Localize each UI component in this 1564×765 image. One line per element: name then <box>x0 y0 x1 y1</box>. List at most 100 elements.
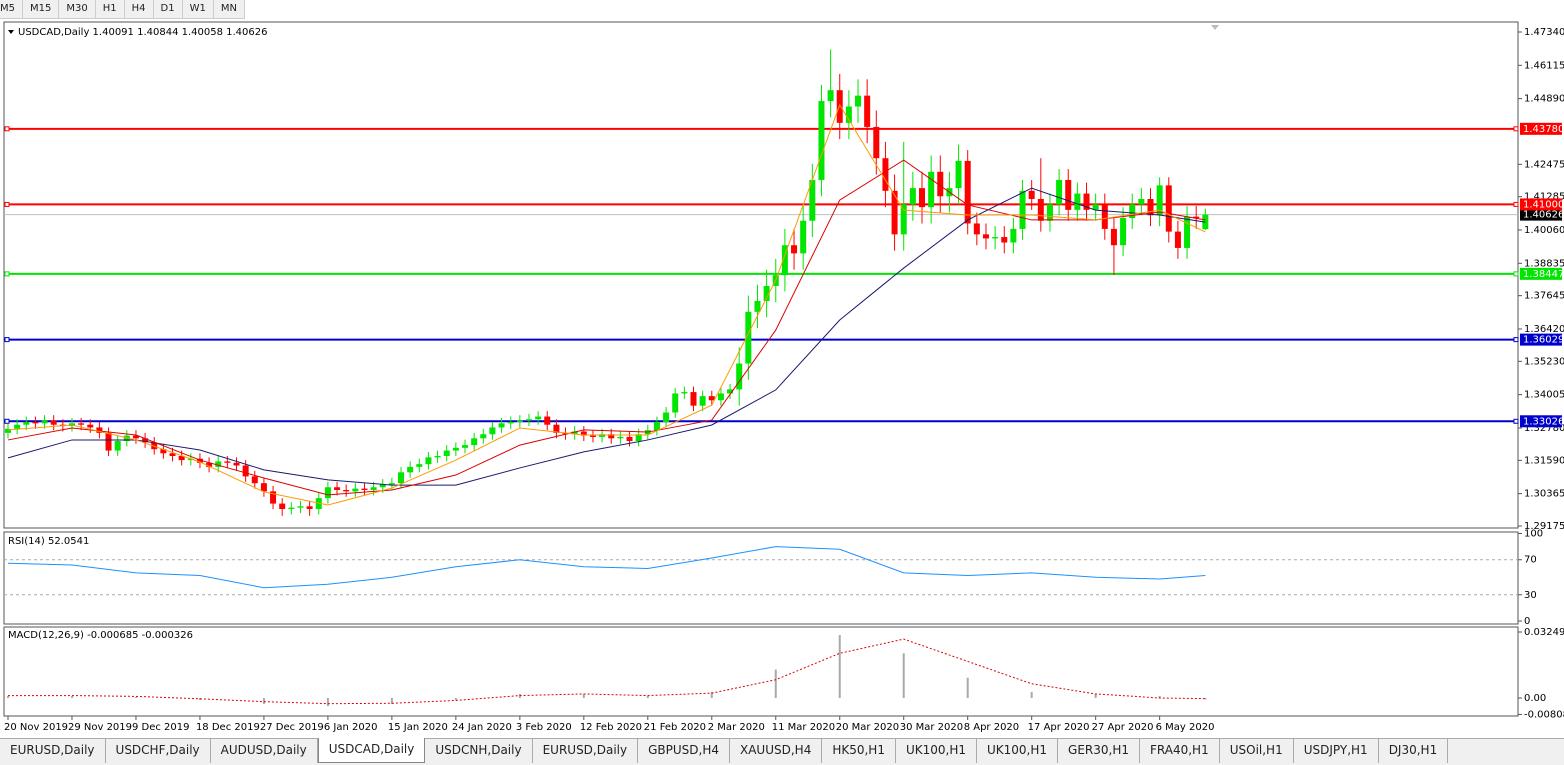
symbol-tab[interactable]: USDCAD,Daily <box>317 738 426 763</box>
symbol-tab[interactable]: EURUSD,Daily <box>0 739 106 763</box>
level-handle <box>4 271 10 277</box>
last-price-box <box>1520 208 1562 221</box>
symbol-tab[interactable]: GER30,H1 <box>1058 739 1140 763</box>
timeframe-bar: M5 M15 M30 H1 H4 D1 W1 MN <box>0 0 245 19</box>
macd-bar <box>1030 691 1033 699</box>
level-handle <box>1513 337 1519 343</box>
macd-bar <box>134 696 137 699</box>
candle-body <box>297 506 304 508</box>
macd-bar <box>902 653 905 699</box>
macd-bar <box>774 669 777 699</box>
candle-body <box>1074 193 1081 210</box>
candle-body <box>1056 179 1063 205</box>
level-handle <box>1513 271 1519 277</box>
symbol-tab[interactable]: USOil,H1 <box>1220 739 1294 763</box>
level-price-box <box>1520 198 1562 211</box>
candle-body <box>288 507 295 510</box>
symbol-tab[interactable]: HK50,H1 <box>822 739 896 763</box>
candle-body <box>525 419 532 421</box>
level-handle <box>1513 126 1519 132</box>
candle-body <box>187 458 194 461</box>
symbol-tab[interactable]: GBPUSD,H4 <box>638 739 730 763</box>
symbol-tab[interactable]: USDCHF,Daily <box>106 739 211 763</box>
candle-body <box>1019 190 1026 229</box>
candle-body <box>553 424 560 433</box>
candle-body <box>864 95 871 127</box>
candle-body <box>388 483 395 485</box>
candle-body <box>1065 179 1072 210</box>
y-tick-label: 1.46115 <box>1524 60 1564 71</box>
candle-body <box>1037 198 1044 221</box>
timeframe-button[interactable]: W1 <box>183 0 214 18</box>
timeframe-button[interactable]: M15 <box>23 0 60 18</box>
candle-body <box>736 363 743 390</box>
y-tick-label: 1.47340 <box>1524 27 1564 38</box>
candle-body <box>233 462 240 466</box>
candle-body <box>14 424 21 429</box>
timeframe-button[interactable]: M30 <box>59 0 96 18</box>
candle-body <box>114 441 121 451</box>
y-tick-label: 0.032493 <box>1524 627 1564 638</box>
symbol-tab[interactable]: UK100,H1 <box>977 739 1059 763</box>
timeframe-button[interactable]: H4 <box>125 0 154 18</box>
candle-body <box>178 455 185 461</box>
x-tick-label: 20 Mar 2020 <box>836 722 899 733</box>
x-tick-label: 27 Apr 2020 <box>1092 722 1154 733</box>
candle-body <box>1165 185 1172 232</box>
y-tick-label: 70 <box>1524 555 1537 566</box>
candle-body <box>800 220 807 254</box>
rsi-line <box>7 546 1206 589</box>
y-tick-label: -0.008086 <box>1524 709 1564 720</box>
candle-body <box>96 427 103 433</box>
candle-body <box>379 484 386 488</box>
candle-body <box>1184 216 1191 248</box>
moving-average <box>7 159 1206 496</box>
candle-body <box>480 434 487 439</box>
macd-bar <box>966 677 969 699</box>
timeframe-button[interactable]: D1 <box>154 0 183 18</box>
candle-body <box>982 234 989 239</box>
timeframe-button[interactable]: H1 <box>96 0 125 18</box>
candle-body <box>544 416 551 425</box>
symbol-tab[interactable]: DJ30,H1 <box>1379 739 1449 763</box>
candle-body <box>955 160 962 189</box>
candle-body <box>909 188 916 205</box>
candle-body <box>1083 193 1090 210</box>
candle-body <box>589 435 596 437</box>
macd-bar <box>1204 698 1207 700</box>
macd-bar <box>262 698 265 705</box>
candle-body <box>215 461 222 467</box>
y-tick-label: 1.38835 <box>1524 258 1564 269</box>
candle-body <box>87 424 94 428</box>
symbol-tab[interactable]: UK100,H1 <box>896 739 977 763</box>
candle-body <box>251 476 258 484</box>
candle-body <box>443 450 450 456</box>
symbol-tab[interactable]: XAUUSD,H4 <box>730 739 823 763</box>
candle-body <box>690 392 697 406</box>
candle-body <box>1120 218 1127 246</box>
candle-body <box>928 171 935 208</box>
symbol-tab[interactable]: EURUSD,Daily <box>533 739 639 763</box>
level-handle <box>4 201 10 207</box>
symbol-tab[interactable]: FRA40,H1 <box>1140 739 1220 763</box>
level-price-box <box>1520 122 1562 135</box>
x-tick-label: 24 Jan 2020 <box>452 722 512 733</box>
level-handle <box>4 126 10 132</box>
candle-body <box>471 438 478 446</box>
x-tick-label: 3 Feb 2020 <box>516 722 572 733</box>
rsi-panel <box>3 531 1519 625</box>
candle-body <box>663 412 670 422</box>
timeframe-button[interactable]: M5 <box>0 0 23 18</box>
candle-body <box>580 431 587 436</box>
symbol-tab[interactable]: USDCNH,Daily <box>425 739 533 763</box>
symbol-tab[interactable]: USDJPY,H1 <box>1294 739 1379 763</box>
candle-body <box>681 392 688 394</box>
candle-body <box>50 420 57 425</box>
candle-body <box>452 447 459 451</box>
x-tick-label: 11 Mar 2020 <box>772 722 835 733</box>
x-tick-label: 27 Dec 2019 <box>260 722 324 733</box>
timeframe-button[interactable]: MN <box>214 0 245 18</box>
candle-body <box>242 465 249 477</box>
symbol-tab[interactable]: AUDUSD,Daily <box>211 739 318 763</box>
